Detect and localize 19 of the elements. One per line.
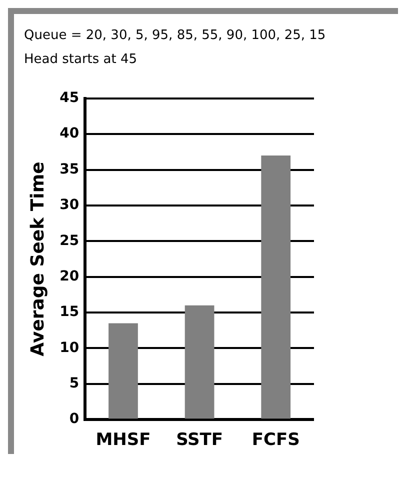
- bar: [184, 305, 214, 419]
- x-tick-label: MHSF: [96, 430, 151, 450]
- bar: [108, 323, 138, 419]
- x-tick-label: SSTF: [176, 430, 224, 450]
- y-tick-label: 5: [69, 376, 80, 392]
- y-tick-label: 30: [60, 197, 80, 214]
- x-tick-label: FCFS: [252, 430, 300, 450]
- y-tick-label: 35: [60, 161, 80, 178]
- y-tick-label: 0: [69, 411, 80, 428]
- y-axis-title: Average Seek Time: [27, 162, 48, 356]
- y-tick-label: 10: [60, 340, 80, 356]
- text: Queue = 20, 30, 5, 95, 85, 55, 90, 100, 25, 15: [24, 27, 327, 45]
- y-tick-label: 40: [60, 126, 80, 142]
- y-tick-label: 15: [60, 304, 80, 320]
- y-tick-label: 45: [60, 90, 80, 106]
- y-tick-label: 25: [60, 232, 80, 249]
- bar: [261, 156, 291, 419]
- y-tick-label: 20: [60, 268, 80, 284]
- text: Head starts at 45: [24, 51, 138, 69]
